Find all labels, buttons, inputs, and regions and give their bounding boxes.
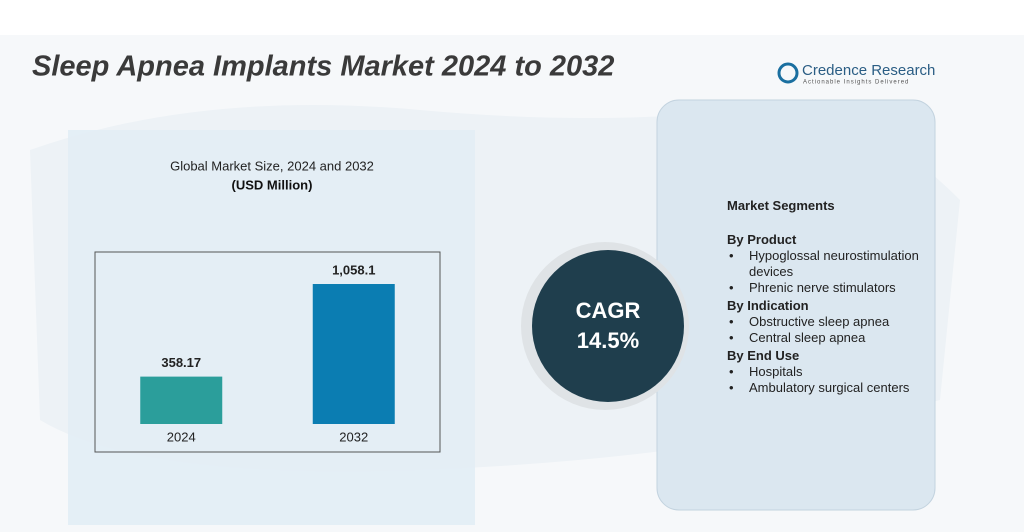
segment-item: Hypoglossal neurostimulation devices: [729, 248, 927, 280]
cagr-label: CAGR: [576, 298, 641, 323]
chart-title: Global Market Size, 2024 and 2032: [170, 158, 374, 173]
x-tick-label: 2024: [167, 429, 196, 444]
x-tick-label: 2032: [339, 429, 368, 444]
chart-subtitle: (USD Million): [232, 177, 313, 192]
segment-heading: By End Use: [727, 348, 800, 363]
cagr-value: 14.5%: [577, 328, 639, 353]
segment-item: Ambulatory surgical centers: [729, 380, 927, 396]
logo-icon: [777, 62, 799, 84]
chart-panel: [68, 130, 475, 525]
bar: [140, 376, 223, 424]
page-title: Sleep Apnea Implants Market 2024 to 2032: [32, 51, 614, 83]
value-label: 1,058.1: [332, 262, 375, 277]
segments: Market Segments By ProductHypoglossal ne…: [727, 198, 927, 396]
plot-frame: [94, 251, 441, 453]
bar: [312, 284, 395, 424]
segment-list: Obstructive sleep apneaCentral sleep apn…: [727, 314, 927, 346]
segment-list: HospitalsAmbulatory surgical centers: [727, 364, 927, 396]
cagr-circle: [532, 250, 684, 402]
segment-item: Phrenic nerve stimulators: [729, 280, 927, 296]
segment-item: Hospitals: [729, 364, 927, 380]
segment-heading: By Indication: [727, 298, 809, 313]
logo-name: Credence Research: [802, 62, 935, 79]
segment-heading: By Product: [727, 232, 797, 247]
segment-item: Central sleep apnea: [729, 330, 927, 346]
value-label: 358.17: [161, 355, 201, 370]
segments-title: Market Segments: [727, 198, 835, 213]
segment-item: Obstructive sleep apnea: [729, 314, 927, 330]
segment-list: Hypoglossal neurostimulation devicesPhre…: [727, 248, 927, 296]
logo-tagline: Actionable Insights Delivered: [803, 80, 909, 86]
